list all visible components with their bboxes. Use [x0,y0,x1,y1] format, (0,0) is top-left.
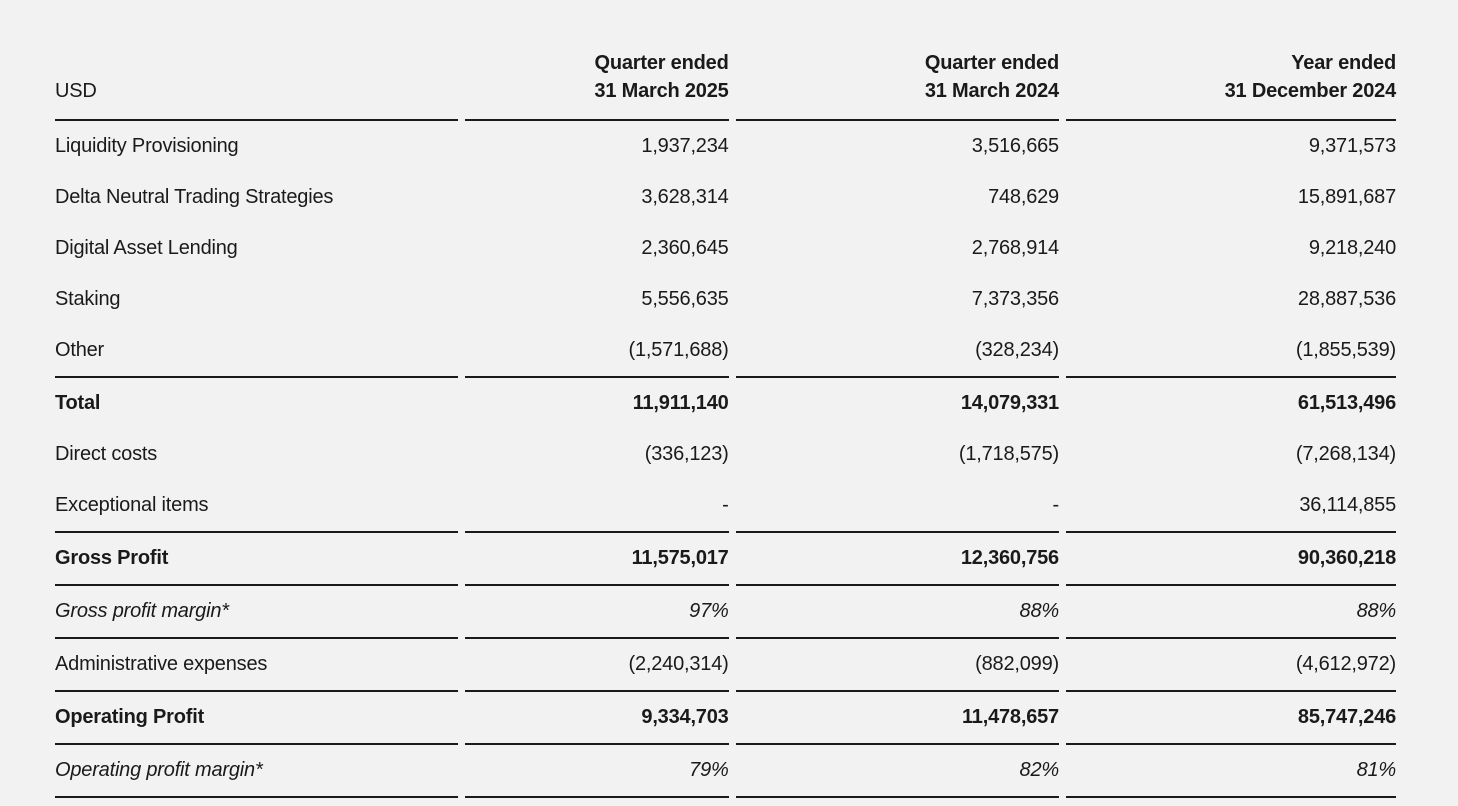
row-value: (1,571,688) [464,325,729,378]
col-header-line2: 31 December 2024 [1224,80,1397,102]
unit-label-text: USD [55,80,97,102]
row-label: Digital Asset Lending [55,237,238,259]
table-body: Liquidity Provisioning 1,937,234 3,516,665… [55,121,1396,798]
table-row: Exceptional items - -36,114,855 [55,480,1396,533]
col-header-year-2024: Year ended 31 December 2024 [1065,0,1397,121]
table-row: Other (1,571,688) (328,234) (1,855,539) [55,325,1396,378]
row-value: - [735,480,1059,533]
col-header-quarter-2024: Quarter ended 31 March 2024 [735,0,1059,121]
row-value: 88% [735,586,1059,639]
row-label: Other [55,325,458,378]
row-value: 3,628,314 [641,186,729,208]
row-value: 15,891,687 [1297,186,1396,208]
row-value: (7,268,134) [1295,443,1396,465]
row-value: (1,718,575) [958,443,1059,465]
row-value: 9,218,240 [1308,237,1396,259]
row-value: (328,234) [735,325,1059,378]
row-value: 9,334,703 [464,692,729,745]
row-value: 14,079,331 [960,392,1059,414]
row-value: 90,360,218 [1065,533,1396,586]
row-label: Total [55,392,101,414]
row-label: Delta Neutral Trading Strategies [55,186,334,208]
row-value: 82% [735,745,1059,798]
col-header-line1: Quarter ended [924,52,1059,74]
row-label: Operating profit margin* [55,745,458,798]
row-value: (336,123) [644,443,729,465]
col-header-line1: Year ended [1291,52,1396,74]
table-row: Gross profit margin* 97% 88% 88% [55,586,1396,639]
row-value: 79% [464,745,729,798]
table-row: Staking 5,556,635 7,373,356 28,887,536 [55,274,1396,325]
row-value: 88% [1065,586,1396,639]
row-value: (4,612,972) [1065,639,1396,692]
row-value: 11,478,657 [735,692,1059,745]
row-value: 97% [464,586,729,639]
col-header-quarter-2025: Quarter ended 31 March 2025 [464,0,729,121]
table-row: Operating Profit 9,334,703 11,478,657 85,74… [55,692,1396,745]
row-value: 2,768,914 [971,237,1059,259]
row-value: 3,516,665 [971,135,1059,157]
row-value: 36,114,855 [1065,480,1396,533]
row-value: 12,360,756 [735,533,1059,586]
table-row: Operating profit margin* 79% 82% 81% [55,745,1396,798]
row-label: Staking [55,288,121,310]
row-value: (882,099) [735,639,1059,692]
row-value: - [464,480,729,533]
row-value: 11,575,017 [464,533,729,586]
row-value: 2,360,645 [641,237,729,259]
row-value: (1,855,539) [1065,325,1396,378]
table-row: Total 11,911,140 14,079,331 61,513,496 [55,378,1396,429]
row-label: Administrative expenses [55,639,458,692]
table-row: Direct costs (336,123) (1,718,575) (7,268,1… [55,429,1396,480]
unit-label: USD [55,0,458,121]
row-value: 61,513,496 [1297,392,1396,414]
row-value: 28,887,536 [1297,288,1396,310]
col-header-line1: Quarter ended [594,52,729,74]
row-label: Exceptional items [55,480,458,533]
row-value: 7,373,356 [971,288,1059,310]
table-header-row: USD Quarter ended 31 March 2025 Quarter … [55,0,1396,121]
table-row: Administrative expenses (2,240,314) (882,0… [55,639,1396,692]
row-value: 85,747,246 [1065,692,1396,745]
row-label: Operating Profit [55,692,458,745]
col-header-line2: 31 March 2025 [594,80,729,102]
table-row: Liquidity Provisioning 1,937,234 3,516,665… [55,121,1396,172]
row-value: 5,556,635 [641,288,729,310]
row-label: Direct costs [55,443,158,465]
table-row: Digital Asset Lending 2,360,645 2,768,914 9… [55,223,1396,274]
row-label: Gross Profit [55,533,458,586]
row-label: Liquidity Provisioning [55,135,239,157]
row-value: 1,937,234 [641,135,729,157]
financial-table: USD Quarter ended 31 March 2025 Quarter … [48,0,1403,798]
col-header-line2: 31 March 2024 [924,80,1059,102]
row-value: (2,240,314) [464,639,729,692]
row-value: 11,911,140 [632,392,729,414]
table-row: Delta Neutral Trading Strategies 3,628,31… [55,172,1396,223]
row-value: 748,629 [988,186,1059,208]
table-header: USD Quarter ended 31 March 2025 Quarter … [55,0,1396,121]
row-value: 9,371,573 [1308,135,1396,157]
table-row: Gross Profit 11,575,017 12,360,756 90,360,2… [55,533,1396,586]
row-value: 81% [1065,745,1396,798]
row-label: Gross profit margin* [55,586,458,639]
